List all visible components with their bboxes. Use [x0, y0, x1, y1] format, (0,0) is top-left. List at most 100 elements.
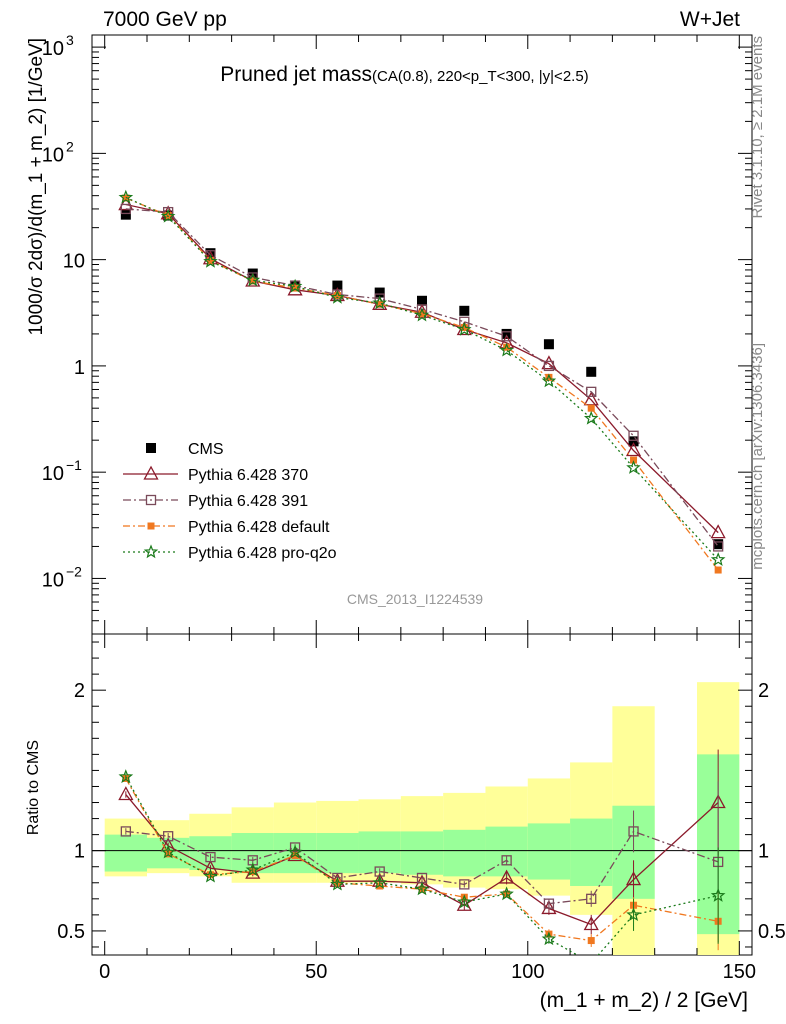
ratio-point [583, 916, 599, 931]
mc-point [501, 331, 512, 342]
legend-marker [146, 443, 156, 453]
mc-point [164, 212, 172, 220]
ratio-band-inner [316, 833, 359, 874]
legend-label: CMS [188, 441, 224, 458]
mc-point [541, 373, 557, 388]
legend-marker [143, 544, 159, 559]
ratio-point [459, 879, 470, 890]
data-point [713, 539, 724, 550]
rivet-version-label: Rivet 3.1.10, ≥ 2.1M events [749, 36, 766, 219]
ratio-tick-label: 1 [74, 841, 85, 863]
ratio-band-inner [104, 834, 147, 872]
series-line [125, 203, 719, 534]
data-point [628, 436, 639, 447]
x-tick-label: 150 [723, 961, 756, 983]
data-point [501, 328, 512, 339]
y-tick-exponent: 3 [66, 32, 74, 48]
mc-point [626, 460, 641, 474]
ratio-line [125, 794, 719, 926]
ratio-point [414, 881, 430, 896]
chart-title-main: Pruned jet mass [220, 63, 372, 86]
x-axis-label: (m_1 + m_2) / 2 [GeV] [540, 989, 748, 1012]
mc-point [418, 310, 426, 318]
ratio-point [625, 871, 642, 886]
ratio-line [125, 776, 719, 955]
y-tick-label: 10 [42, 569, 64, 591]
ratio-point [205, 851, 216, 863]
mc-point [714, 566, 722, 574]
ratio-point [245, 862, 261, 877]
x-tick-label: 50 [305, 961, 327, 983]
ratio-point [499, 869, 515, 884]
y-tick-label: 10 [42, 38, 64, 60]
ratio-point [541, 900, 557, 915]
process-label: W+Jet [679, 8, 740, 31]
chart-title-sub: (CA(0.8), 220<p_T<300, |y|<2.5) [372, 68, 589, 85]
ratio-line [125, 830, 719, 905]
ratio-tick-label: 0.5 [758, 921, 786, 943]
legend-label: Pythia 6.428 370 [188, 467, 308, 484]
data-point [374, 287, 385, 298]
legend-label: Pythia 6.428 default [188, 519, 330, 536]
series-line [125, 196, 719, 561]
mc-point [245, 272, 261, 287]
ratio-point [160, 844, 176, 859]
mc-point [457, 321, 472, 336]
y-axis-label: 1000/σ 2dσ)/d(m_1 + m_2) [1/GeV] [26, 38, 47, 336]
mc-point [499, 342, 514, 357]
mc-point [249, 277, 257, 285]
ratio-point [626, 907, 641, 922]
ratio-tick-label: 2 [74, 680, 85, 702]
data-point [459, 305, 470, 316]
mc-point [625, 442, 642, 457]
main-series [118, 189, 726, 574]
ratio-point [163, 831, 174, 842]
y-tick-label: 10 [42, 144, 64, 166]
mc-point [333, 291, 341, 299]
ratio-band-inner [570, 818, 613, 886]
mc-point [583, 410, 599, 425]
ratio-axis-label: Ratio to CMS [25, 740, 42, 835]
ratio-point [587, 937, 595, 945]
ratio-band-inner [443, 829, 486, 877]
mc-point [291, 284, 299, 292]
mc-point [545, 373, 553, 381]
x-tick-label: 0 [99, 961, 110, 983]
mc-point [710, 552, 726, 566]
y-tick-exponent: −1 [66, 457, 82, 473]
y-tick-label: 10 [42, 463, 64, 485]
ratio-point [203, 868, 218, 883]
legend-label: Pythia 6.428 pro-q2o [188, 545, 337, 562]
collision-energy-label: 7000 GeV pp [103, 8, 227, 31]
ratio-panel-frame [91, 633, 753, 956]
ratio-line [125, 778, 719, 942]
ratio-band-inner [400, 831, 444, 875]
ratio-tick-label: 2 [758, 680, 769, 702]
x-tick-label: 100 [511, 961, 544, 983]
ratio-tick-label: 0.5 [57, 921, 85, 943]
ratio-point [118, 786, 134, 801]
data-point [417, 295, 427, 306]
mc-point [372, 295, 387, 310]
mc-point [630, 456, 638, 464]
mc-point [710, 524, 726, 539]
ratio-point [330, 876, 345, 891]
mc-point [628, 430, 639, 441]
mc-point [287, 278, 303, 293]
ratio-point [120, 826, 131, 837]
ratio-point [586, 957, 597, 968]
ratio-point [543, 898, 555, 909]
mc-point [541, 355, 557, 370]
ratio-band-inner [527, 823, 571, 880]
ratio-band-inner [358, 831, 401, 874]
ratio-point [372, 875, 387, 889]
legend-marker [147, 522, 155, 530]
ratio-point [499, 886, 514, 901]
data-point [543, 339, 554, 350]
ratio-point [501, 855, 512, 866]
mcplots-label: mcplots.cern.ch [arXiv:1306.3436] [749, 343, 766, 570]
chart-watermark: CMS_2013_I1224539 [347, 591, 483, 607]
y-tick-label: 1 [74, 357, 85, 379]
